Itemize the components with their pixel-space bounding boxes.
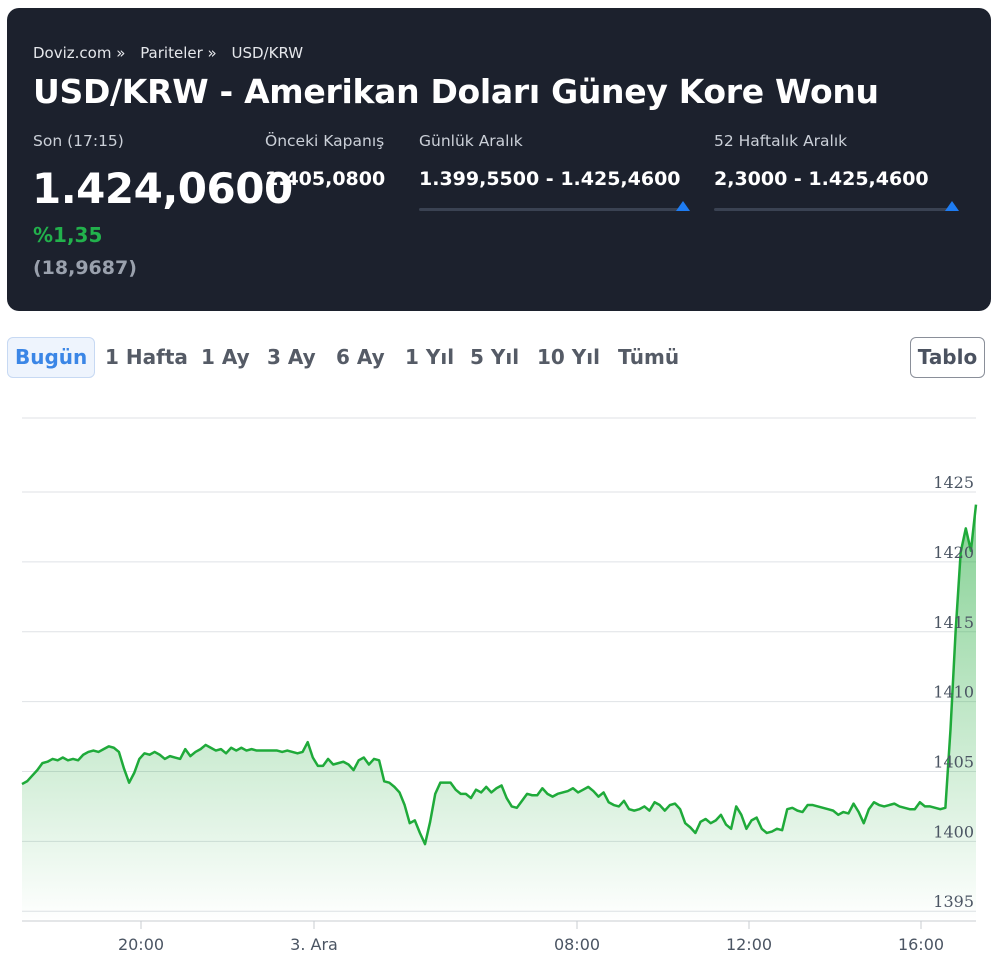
y-tick-label: 1425 [933, 473, 974, 492]
week52-range-track [714, 201, 959, 211]
y-tick-label: 1420 [933, 543, 974, 562]
y-tick-label: 1405 [933, 752, 974, 771]
y-tick-label: 1415 [933, 613, 974, 632]
last-price-label: Son (17:15) [33, 132, 124, 150]
previous-close-label: Önceki Kapanış [265, 132, 385, 150]
x-tick-label: 08:00 [554, 935, 600, 954]
breadcrumb-home-link[interactable]: Doviz.com » [33, 44, 126, 62]
period-tab-10-years[interactable]: 10 Yıl [537, 345, 600, 369]
price-chart-svg: 20:00 3. Ara 08:00 12:00 16:00 1395 1400 1405 1… [21, 417, 978, 954]
daily-range-value: 1.399,5500 - 1.425,4600 [419, 168, 681, 190]
breadcrumb-section-link[interactable]: Pariteler » [140, 44, 217, 62]
week52-range-marker [945, 201, 959, 211]
period-tab-6-months[interactable]: 6 Ay [336, 345, 385, 369]
daily-range-track [419, 201, 690, 211]
price-area-fill [22, 504, 976, 921]
period-tab-today[interactable]: Bugün [7, 337, 96, 378]
period-tab-1-month[interactable]: 1 Ay [201, 345, 250, 369]
breadcrumb: Doviz.com » Pariteler » USD/KRW [33, 44, 313, 62]
x-tick-label: 20:00 [118, 935, 164, 954]
period-tab-5-years[interactable]: 5 Yıl [470, 345, 520, 369]
y-tick-label: 1395 [933, 892, 974, 911]
price-chart: 20:00 3. Ara 08:00 12:00 16:00 1395 1400 1405 1… [0, 400, 1000, 970]
last-price-value: 1.424,0600 [32, 164, 293, 213]
period-tab-1-year[interactable]: 1 Yıl [405, 345, 455, 369]
x-tick-label: 3. Ara [290, 935, 338, 954]
price-series-line [21, 504, 978, 846]
daily-range-marker [675, 201, 690, 211]
header-card: Doviz.com » Pariteler » USD/KRW USD/KRW … [7, 8, 991, 311]
period-tab-all[interactable]: Tümü [618, 345, 680, 369]
daily-range-label: Günlük Aralık [419, 132, 523, 150]
breadcrumb-current[interactable]: USD/KRW [231, 44, 304, 62]
week52-range-value: 2,3000 - 1.425,4600 [714, 168, 929, 190]
period-tab-3-months[interactable]: 3 Ay [267, 345, 316, 369]
page-title: USD/KRW - Amerikan Doları Güney Kore Won… [33, 72, 879, 111]
week52-range-label: 52 Haftalık Aralık [714, 132, 848, 150]
y-tick-label: 1410 [933, 683, 974, 702]
y-tick-label: 1400 [933, 822, 974, 841]
previous-close-value: 1.405,0800 [265, 168, 386, 190]
change-absolute: (18,9687) [33, 257, 137, 279]
change-percent: %1,35 [33, 223, 103, 247]
x-tick-label: 16:00 [898, 935, 944, 954]
table-view-button[interactable]: Tablo [910, 337, 985, 378]
x-tick-label: 12:00 [726, 935, 772, 954]
period-tab-1-week[interactable]: 1 Hafta [105, 345, 188, 369]
